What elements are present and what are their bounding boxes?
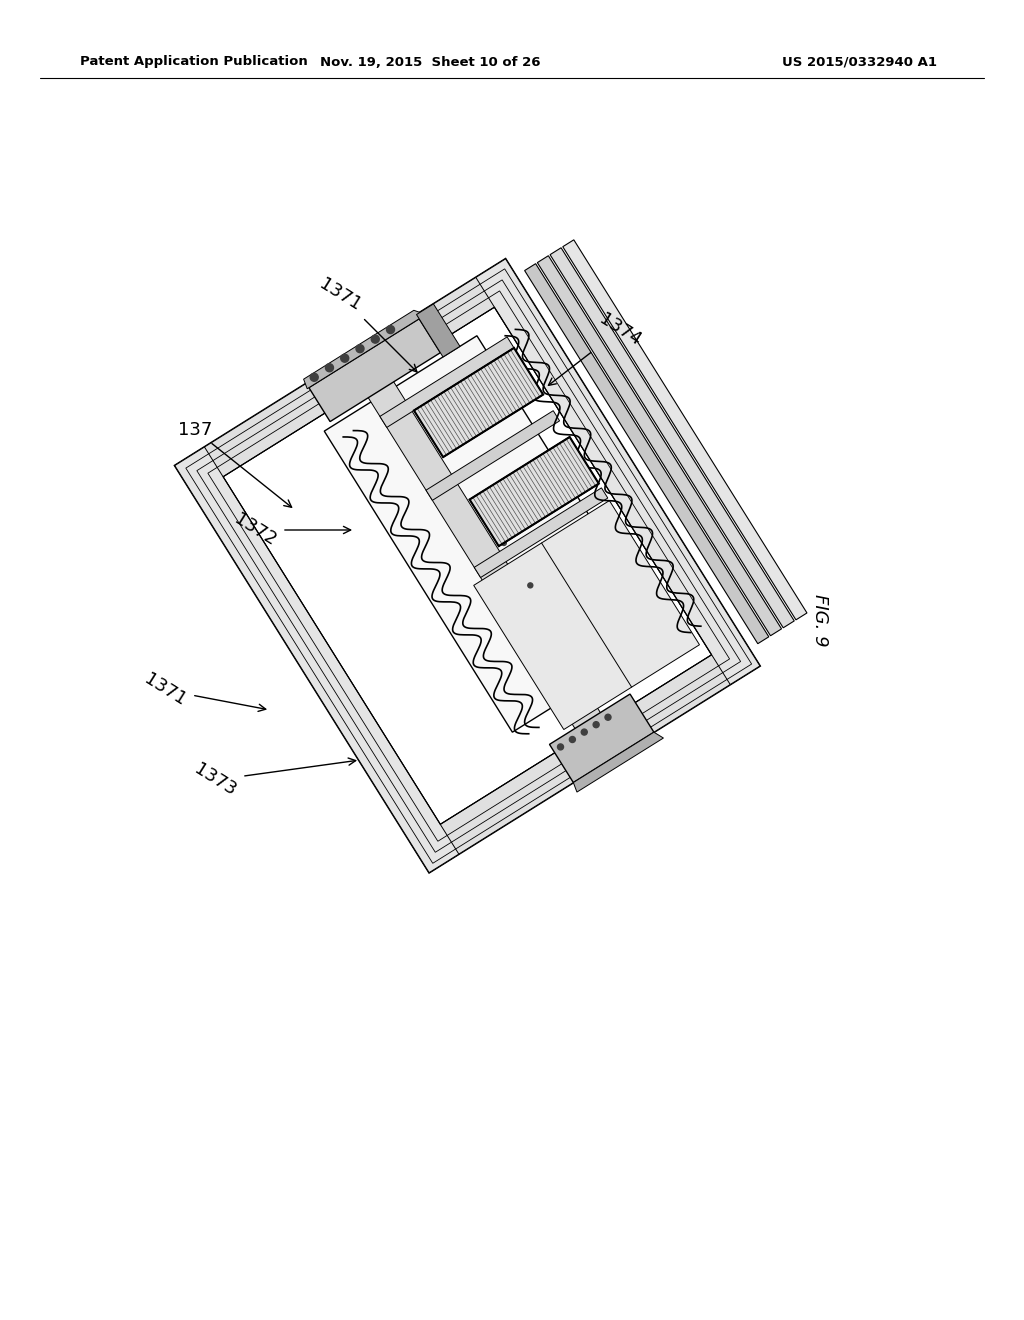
Polygon shape xyxy=(474,500,699,730)
Polygon shape xyxy=(325,335,665,733)
Circle shape xyxy=(557,744,563,750)
Circle shape xyxy=(310,374,318,381)
Polygon shape xyxy=(175,259,760,873)
Circle shape xyxy=(341,354,349,362)
Circle shape xyxy=(386,326,394,334)
Polygon shape xyxy=(366,378,603,733)
Polygon shape xyxy=(426,411,559,500)
Polygon shape xyxy=(411,636,760,873)
Text: FIG. 9: FIG. 9 xyxy=(811,594,829,647)
Circle shape xyxy=(605,714,611,721)
Polygon shape xyxy=(380,337,514,428)
Polygon shape xyxy=(303,310,426,388)
Polygon shape xyxy=(476,259,760,685)
Polygon shape xyxy=(524,264,769,644)
Text: Nov. 19, 2015  Sheet 10 of 26: Nov. 19, 2015 Sheet 10 of 26 xyxy=(319,55,541,69)
Text: 137: 137 xyxy=(178,421,292,507)
Text: US 2015/0332940 A1: US 2015/0332940 A1 xyxy=(782,55,938,69)
Text: 1374: 1374 xyxy=(549,310,644,385)
Polygon shape xyxy=(417,304,460,356)
Circle shape xyxy=(582,729,587,735)
Circle shape xyxy=(356,345,364,352)
Polygon shape xyxy=(550,248,795,628)
Circle shape xyxy=(502,540,506,545)
Polygon shape xyxy=(550,694,654,783)
Polygon shape xyxy=(470,437,599,546)
Polygon shape xyxy=(538,256,781,636)
Polygon shape xyxy=(309,318,440,421)
Circle shape xyxy=(372,335,379,343)
Circle shape xyxy=(593,722,599,727)
Text: Patent Application Publication: Patent Application Publication xyxy=(80,55,308,69)
Polygon shape xyxy=(223,308,712,825)
Text: 1371: 1371 xyxy=(315,276,417,372)
Text: 1372: 1372 xyxy=(230,511,350,550)
Polygon shape xyxy=(175,447,459,873)
Polygon shape xyxy=(474,488,608,578)
Polygon shape xyxy=(175,259,524,495)
Circle shape xyxy=(527,583,532,587)
Polygon shape xyxy=(563,240,807,620)
Polygon shape xyxy=(414,348,543,457)
Circle shape xyxy=(475,498,480,503)
Text: 1371: 1371 xyxy=(141,671,266,711)
Circle shape xyxy=(569,737,575,743)
Text: 1373: 1373 xyxy=(190,758,355,800)
Circle shape xyxy=(326,364,334,372)
Polygon shape xyxy=(573,733,664,792)
